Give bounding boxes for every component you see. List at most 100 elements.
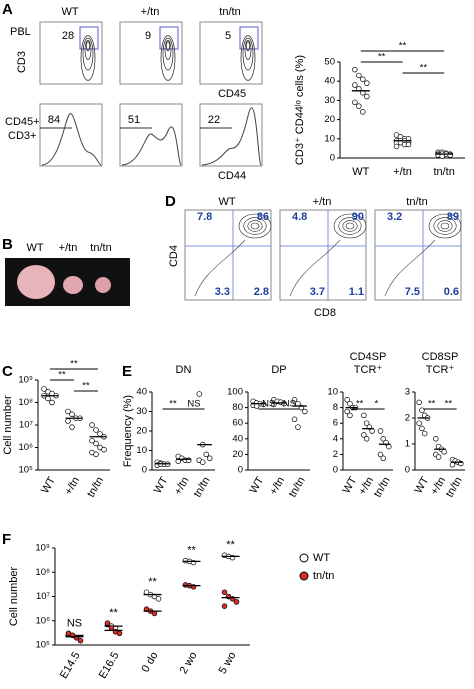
data-point	[291, 397, 298, 403]
contour	[82, 37, 94, 71]
y-tick-label: 10⁷	[19, 420, 34, 431]
data-point	[344, 408, 350, 415]
legend-label: tn/tn	[313, 570, 334, 582]
data-point	[108, 625, 115, 631]
y-axis-label: Frequency (%)	[122, 395, 134, 467]
row-label: CD45+	[5, 116, 40, 128]
y-tick-label: 50	[324, 57, 335, 68]
data-point	[352, 66, 358, 73]
quadrant-value: 3.2	[387, 211, 402, 223]
significance-label: **	[169, 399, 177, 410]
data-point	[65, 418, 71, 424]
axis-label: CD4	[168, 245, 180, 267]
column-header: +/tn	[141, 6, 160, 18]
quadrant-value: 1.1	[349, 286, 364, 298]
annotation: **	[148, 576, 157, 588]
contour	[238, 213, 272, 239]
y-tick-label: 10⁹	[18, 375, 33, 386]
data-point	[405, 141, 412, 148]
column-header: WT	[61, 6, 78, 18]
x-tick-label: WT	[413, 475, 432, 496]
data-point	[361, 432, 367, 438]
axis-label: CD8	[314, 307, 336, 319]
quadrant-value: 3.7	[310, 286, 325, 298]
data-point	[386, 443, 392, 450]
data-point	[186, 457, 192, 464]
y-tick-label: 2	[405, 413, 410, 424]
quadrant-value: 3.3	[215, 286, 230, 298]
significance-label: NS	[283, 399, 296, 410]
y-tick-label: 3	[405, 387, 410, 398]
y-tick-label: 20	[136, 426, 147, 437]
y-tick-label: 1	[405, 439, 410, 450]
significance-label: NS	[187, 399, 200, 410]
histogram-value: 51	[128, 114, 140, 126]
significance-label: *	[374, 399, 378, 410]
x-tick-label: tn/tn	[444, 475, 465, 500]
panel-letter: A	[2, 1, 13, 18]
data-point	[380, 436, 387, 442]
chart-title: DP	[271, 364, 286, 376]
contour	[244, 40, 252, 60]
data-point	[69, 411, 75, 418]
histogram-value: 22	[208, 114, 220, 126]
data-point	[369, 428, 375, 434]
row-label: CD3+	[8, 130, 36, 142]
contour	[250, 222, 260, 230]
y-tick-label: 30	[324, 95, 335, 106]
contour	[243, 217, 267, 235]
x-tick-label: +/tn	[172, 475, 192, 497]
data-point	[196, 391, 203, 397]
data-point	[447, 152, 453, 158]
x-tick-label: E14.5	[58, 650, 83, 681]
significance-label: **	[399, 41, 407, 52]
chart-title: TCR⁺	[426, 364, 455, 376]
contour	[345, 222, 355, 230]
data-point	[101, 446, 107, 453]
significance-label: **	[420, 63, 428, 74]
data-point	[253, 403, 260, 409]
histogram-plot	[119, 103, 183, 167]
data-point	[344, 397, 350, 403]
x-tick-label: tn/tn	[192, 475, 213, 500]
data-point	[363, 436, 370, 442]
panel-letter: F	[2, 531, 11, 548]
flow-plot	[279, 209, 367, 301]
y-tick-label: 10	[327, 387, 338, 398]
data-point	[302, 408, 308, 415]
column-header: +/tn	[313, 196, 332, 208]
data-point	[360, 109, 366, 115]
contour	[240, 35, 256, 81]
contour	[384, 239, 436, 297]
axis-label: CD45	[218, 88, 246, 100]
data-point	[364, 93, 370, 100]
histogram-curve	[41, 113, 102, 166]
y-axis-label: Cell number	[2, 395, 14, 455]
data-point	[364, 80, 370, 86]
data-point	[419, 425, 425, 432]
contour	[86, 40, 90, 52]
annotation: **	[226, 539, 235, 551]
contour	[80, 35, 96, 81]
quadrant-value: 86	[257, 211, 269, 223]
thymus-mut	[95, 277, 111, 293]
data-point	[435, 454, 442, 460]
contour	[242, 37, 254, 71]
contour	[289, 239, 341, 297]
thymus-wt	[17, 265, 55, 299]
quadrant-value: 2.8	[254, 286, 269, 298]
contour	[437, 220, 453, 232]
significance-label: **	[82, 381, 90, 392]
column-header: tn/tn	[406, 196, 427, 208]
legend-marker	[299, 571, 309, 581]
x-tick-label: +/tn	[267, 475, 287, 497]
contour	[84, 40, 92, 60]
y-axis-label: CD3⁺ CD44ˡᵒ cells (%)	[294, 55, 306, 165]
x-tick-label: WT	[152, 475, 171, 496]
y-tick-label: 0	[333, 465, 338, 476]
quadrant-value: 4.8	[292, 211, 307, 223]
significance-label: **	[445, 399, 453, 410]
contour	[194, 239, 246, 297]
contour	[164, 40, 172, 60]
data-point	[352, 82, 358, 88]
